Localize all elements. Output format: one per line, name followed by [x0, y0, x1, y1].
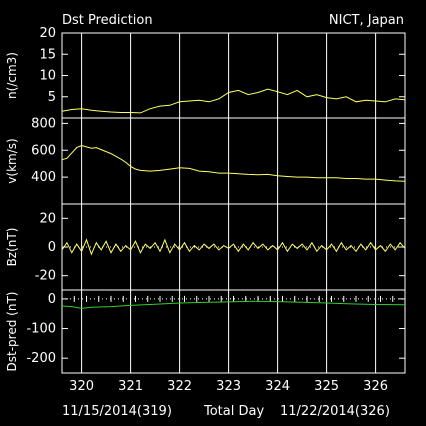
bz-panel-ytick-label: 20 — [39, 211, 56, 226]
footer-start-date: 11/15/2014(319) — [62, 404, 172, 419]
chart-title: Dst Prediction — [62, 13, 153, 28]
footer-axis-label: Total Day — [203, 404, 264, 419]
velocity-panel-ytick-label: 800 — [31, 116, 56, 131]
velocity-panel-ylabel: v(km/s) — [5, 138, 19, 183]
x-tick-label: 325 — [314, 379, 339, 394]
dst-panel-frame — [61, 289, 406, 374]
dst-panel-series-line — [61, 300, 406, 309]
x-tick-label: 326 — [363, 379, 388, 394]
x-tick-label: 323 — [216, 379, 241, 394]
velocity-panel-ytick-label: 400 — [31, 170, 56, 185]
density-panel-ytick-label: 10 — [39, 69, 56, 84]
x-tick-label: 322 — [167, 379, 192, 394]
density-panel-ytick-label: 5 — [48, 90, 56, 105]
x-tick-label: 320 — [69, 379, 94, 394]
chart-source: NICT, Japan — [328, 13, 404, 28]
dst-panel-ytick-label: -100 — [26, 322, 56, 337]
velocity-panel-ytick-label: 600 — [31, 143, 56, 158]
density-panel-ylabel: n(/cm3) — [5, 52, 19, 99]
bz-panel-ytick-label: -20 — [35, 269, 56, 284]
bz-panel-frame — [61, 203, 406, 291]
velocity-panel-series-line — [61, 144, 406, 182]
footer-end-date: 11/22/2014(326) — [280, 404, 390, 419]
velocity-panel-frame — [61, 117, 406, 205]
dst-panel-ylabel: Dst-pred (nT) — [5, 292, 19, 372]
density-panel-series-line — [61, 88, 406, 114]
density-panel-frame — [61, 32, 406, 119]
bz-panel-ytick-label: 0 — [48, 240, 56, 255]
density-panel-ytick-label: 15 — [39, 47, 56, 62]
bz-panel-ylabel: Bz(nT) — [5, 228, 19, 267]
dst-panel-ytick-label: 0 — [48, 292, 56, 307]
density-panel-ytick-label: 20 — [39, 26, 56, 41]
x-tick-label: 324 — [265, 379, 290, 394]
x-tick-label: 321 — [118, 379, 143, 394]
bz-panel-series-line — [61, 238, 406, 256]
dst-panel-ytick-label: -200 — [26, 351, 56, 366]
